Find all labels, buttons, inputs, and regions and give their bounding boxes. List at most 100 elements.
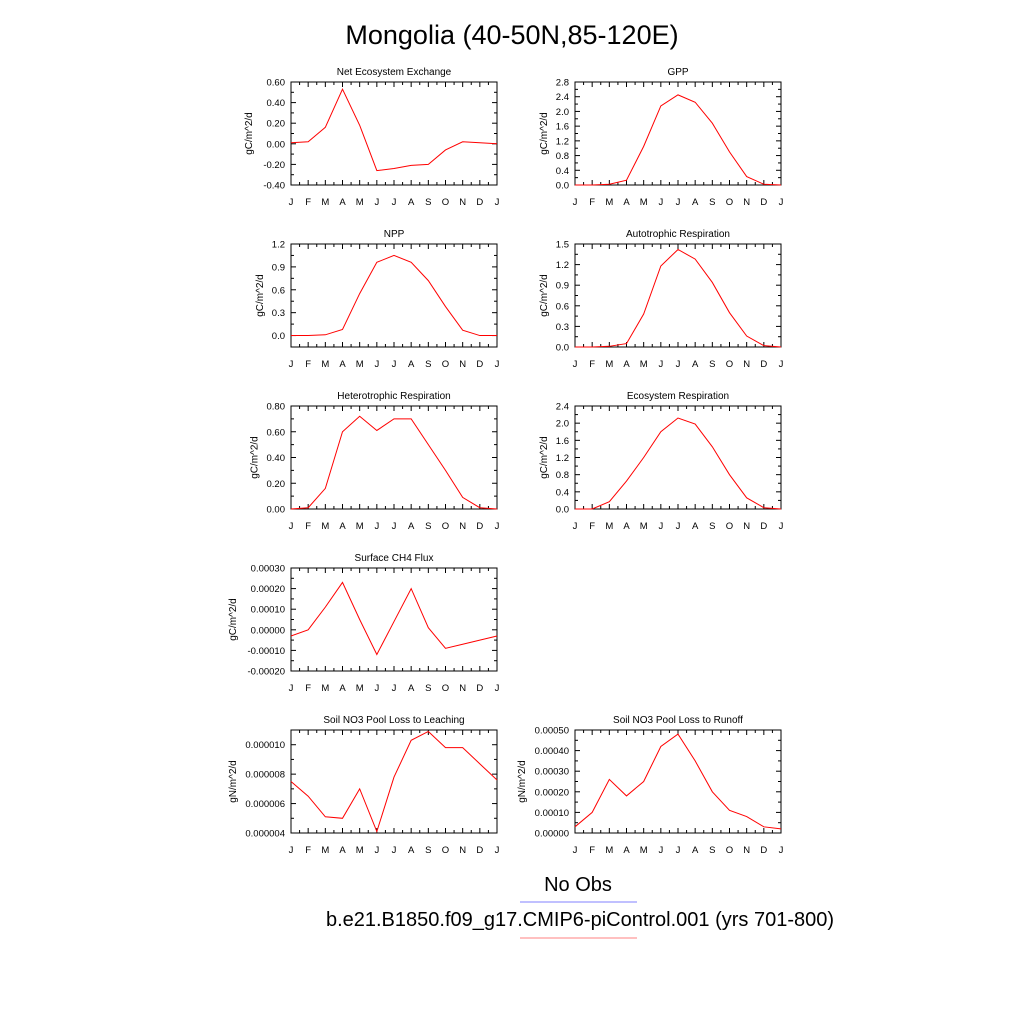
x-tick-label: A [623, 359, 630, 370]
x-tick-label: N [459, 197, 466, 208]
y-tick-label: 0.20 [267, 479, 286, 490]
plot-frame [574, 81, 782, 186]
x-tick-label: M [605, 521, 613, 532]
x-tick-label: J [573, 845, 578, 856]
x-tick-label: J [779, 197, 784, 208]
x-tick-label: A [692, 197, 699, 208]
x-tick-label: F [589, 197, 595, 208]
y-tick-label: 0.00000 [535, 829, 569, 840]
x-tick-label: M [321, 845, 329, 856]
y-tick-label: 2.8 [556, 78, 569, 89]
x-tick-label: J [374, 521, 379, 532]
y-tick-label: 0.00020 [251, 584, 285, 595]
x-tick-label: O [442, 359, 449, 370]
y-axis-label: gN/m^2/d [228, 760, 239, 803]
panel-title: Soil NO3 Pool Loss to Leaching [323, 715, 464, 726]
y-tick-label: 0.80 [267, 402, 286, 413]
x-tick-label: J [495, 683, 500, 694]
x-tick-label: F [589, 521, 595, 532]
panel-title: GPP [667, 67, 688, 78]
legend-label-obs: No Obs [544, 874, 612, 896]
y-tick-label: 0.00030 [535, 767, 569, 778]
y-axis-label: gC/m^2/d [255, 274, 266, 317]
x-tick-label: J [495, 359, 500, 370]
panel-title: NPP [384, 229, 405, 240]
x-tick-label: F [305, 521, 311, 532]
x-tick-label: D [476, 359, 483, 370]
series-line [290, 581, 498, 656]
y-tick-label: 0.8 [556, 151, 569, 162]
x-tick-label: F [305, 359, 311, 370]
y-tick-label: 0.00030 [251, 564, 285, 575]
x-tick-label: D [476, 521, 483, 532]
plot-frame [290, 729, 498, 834]
x-tick-label: N [459, 683, 466, 694]
x-tick-label: J [779, 359, 784, 370]
x-tick-label: M [321, 521, 329, 532]
plot-frame [574, 405, 782, 510]
y-tick-label: 0.9 [272, 262, 285, 273]
x-tick-label: D [476, 197, 483, 208]
x-tick-label: J [658, 359, 663, 370]
y-tick-label: 0.00050 [535, 726, 569, 737]
panel-title: Heterotrophic Respiration [337, 391, 450, 402]
y-tick-label: 0.9 [556, 281, 569, 292]
y-tick-label: 0.000008 [245, 770, 285, 781]
y-tick-label: 0.60 [267, 78, 286, 89]
y-tick-label: -0.00010 [247, 646, 285, 657]
x-tick-label: D [760, 359, 767, 370]
y-tick-label: 0.0 [556, 181, 569, 192]
x-tick-label: M [640, 521, 648, 532]
x-tick-label: O [726, 359, 733, 370]
x-tick-label: J [676, 845, 681, 856]
x-tick-label: M [605, 197, 613, 208]
x-tick-label: J [289, 683, 294, 694]
x-tick-label: D [760, 521, 767, 532]
x-tick-label: A [623, 197, 630, 208]
y-axis-label: gC/m^2/d [244, 112, 255, 155]
y-tick-label: 1.5 [556, 240, 569, 251]
x-tick-label: S [709, 197, 715, 208]
y-tick-label: 0.60 [267, 427, 286, 438]
x-tick-label: F [589, 359, 595, 370]
series-line [574, 733, 782, 830]
y-tick-label: 0.3 [556, 322, 569, 333]
y-tick-label: 0.6 [272, 285, 285, 296]
plot-frame [574, 729, 782, 834]
x-tick-label: J [573, 521, 578, 532]
y-tick-label: 2.4 [556, 402, 569, 413]
x-tick-label: A [339, 197, 346, 208]
y-tick-label: 1.2 [272, 240, 285, 251]
x-tick-label: J [392, 359, 397, 370]
panel-title: Autotrophic Respiration [626, 229, 730, 240]
panel-title: Ecosystem Respiration [627, 391, 729, 402]
x-tick-label: M [321, 359, 329, 370]
plot-frame [574, 243, 782, 348]
y-tick-label: 1.2 [556, 260, 569, 271]
series-line [575, 94, 782, 186]
y-tick-label: 1.6 [556, 436, 569, 447]
plot-frame [290, 405, 498, 510]
x-tick-label: J [573, 359, 578, 370]
y-tick-label: -0.00020 [247, 667, 285, 678]
x-tick-label: A [339, 521, 346, 532]
series-line [290, 88, 498, 172]
x-tick-label: A [408, 845, 415, 856]
x-tick-label: O [726, 845, 733, 856]
x-tick-label: M [356, 845, 364, 856]
x-tick-label: A [692, 359, 699, 370]
y-tick-label: 0.0 [556, 343, 569, 354]
plot-frame [290, 567, 498, 672]
x-tick-label: J [289, 197, 294, 208]
x-tick-label: N [459, 521, 466, 532]
x-tick-label: J [658, 197, 663, 208]
x-tick-label: A [339, 845, 346, 856]
x-tick-label: M [605, 359, 613, 370]
y-axis-label: gC/m^2/d [539, 112, 550, 155]
x-tick-label: M [605, 845, 613, 856]
x-tick-label: A [692, 845, 699, 856]
x-tick-label: O [442, 845, 449, 856]
x-tick-label: M [321, 197, 329, 208]
